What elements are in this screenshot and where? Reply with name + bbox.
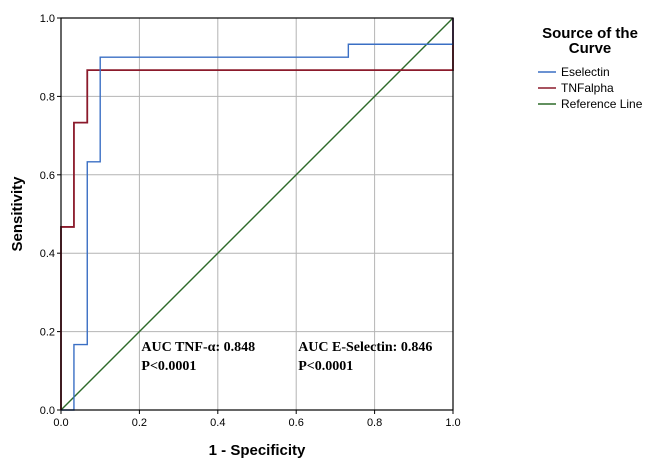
legend-label: TNFalpha: [561, 81, 614, 95]
x-tick-label: 0.0: [53, 417, 68, 429]
legend-label: Reference Line: [561, 97, 643, 111]
y-axis-title: Sensitivity: [9, 176, 26, 252]
x-axis-title: 1 - Specificity: [209, 442, 306, 459]
x-tick-label: 0.4: [210, 417, 225, 429]
auc-annotation: AUC TNF-α: 0.848 P<0.0001: [141, 340, 255, 374]
x-tick-label: 0.2: [132, 417, 147, 429]
auc-annotation-line: AUC TNF-α: 0.848: [141, 340, 255, 355]
y-tick-label: 0.4: [40, 248, 55, 260]
plot-frame: [60, 17, 454, 411]
auc-annotation-line: P<0.0001: [298, 359, 353, 374]
series-line-eselectin: [61, 18, 454, 411]
auc-annotation: AUC E-Selectin: 0.846 P<0.0001: [298, 340, 432, 374]
auc-annotation-line: P<0.0001: [141, 359, 196, 374]
x-tick-label: 0.8: [367, 417, 382, 429]
y-tick-label: 0.8: [40, 91, 55, 103]
legend-label: Eselectin: [561, 65, 610, 79]
auc-annotation-line: AUC E-Selectin: 0.846: [298, 340, 432, 355]
y-tick-label: 0.6: [40, 170, 55, 182]
y-tick-label: 0.0: [40, 405, 55, 417]
series-line-reference-line: [60, 17, 454, 411]
legend-title: Curve: [569, 40, 612, 57]
plot-area: 0.0 0.2 0.4 0.6 0.8 1.0 0.0 0.2 0.4 0.6 0.8 1.0 1 - …: [9, 13, 461, 459]
x-tick-label: 0.6: [289, 417, 304, 429]
y-tick-label: 1.0: [40, 13, 55, 25]
legend-title: Source of the: [542, 25, 638, 42]
y-tick-label: 0.2: [40, 327, 55, 339]
x-tick-label: 1.0: [445, 417, 460, 429]
series-line-tnfalpha: [60, 18, 454, 410]
